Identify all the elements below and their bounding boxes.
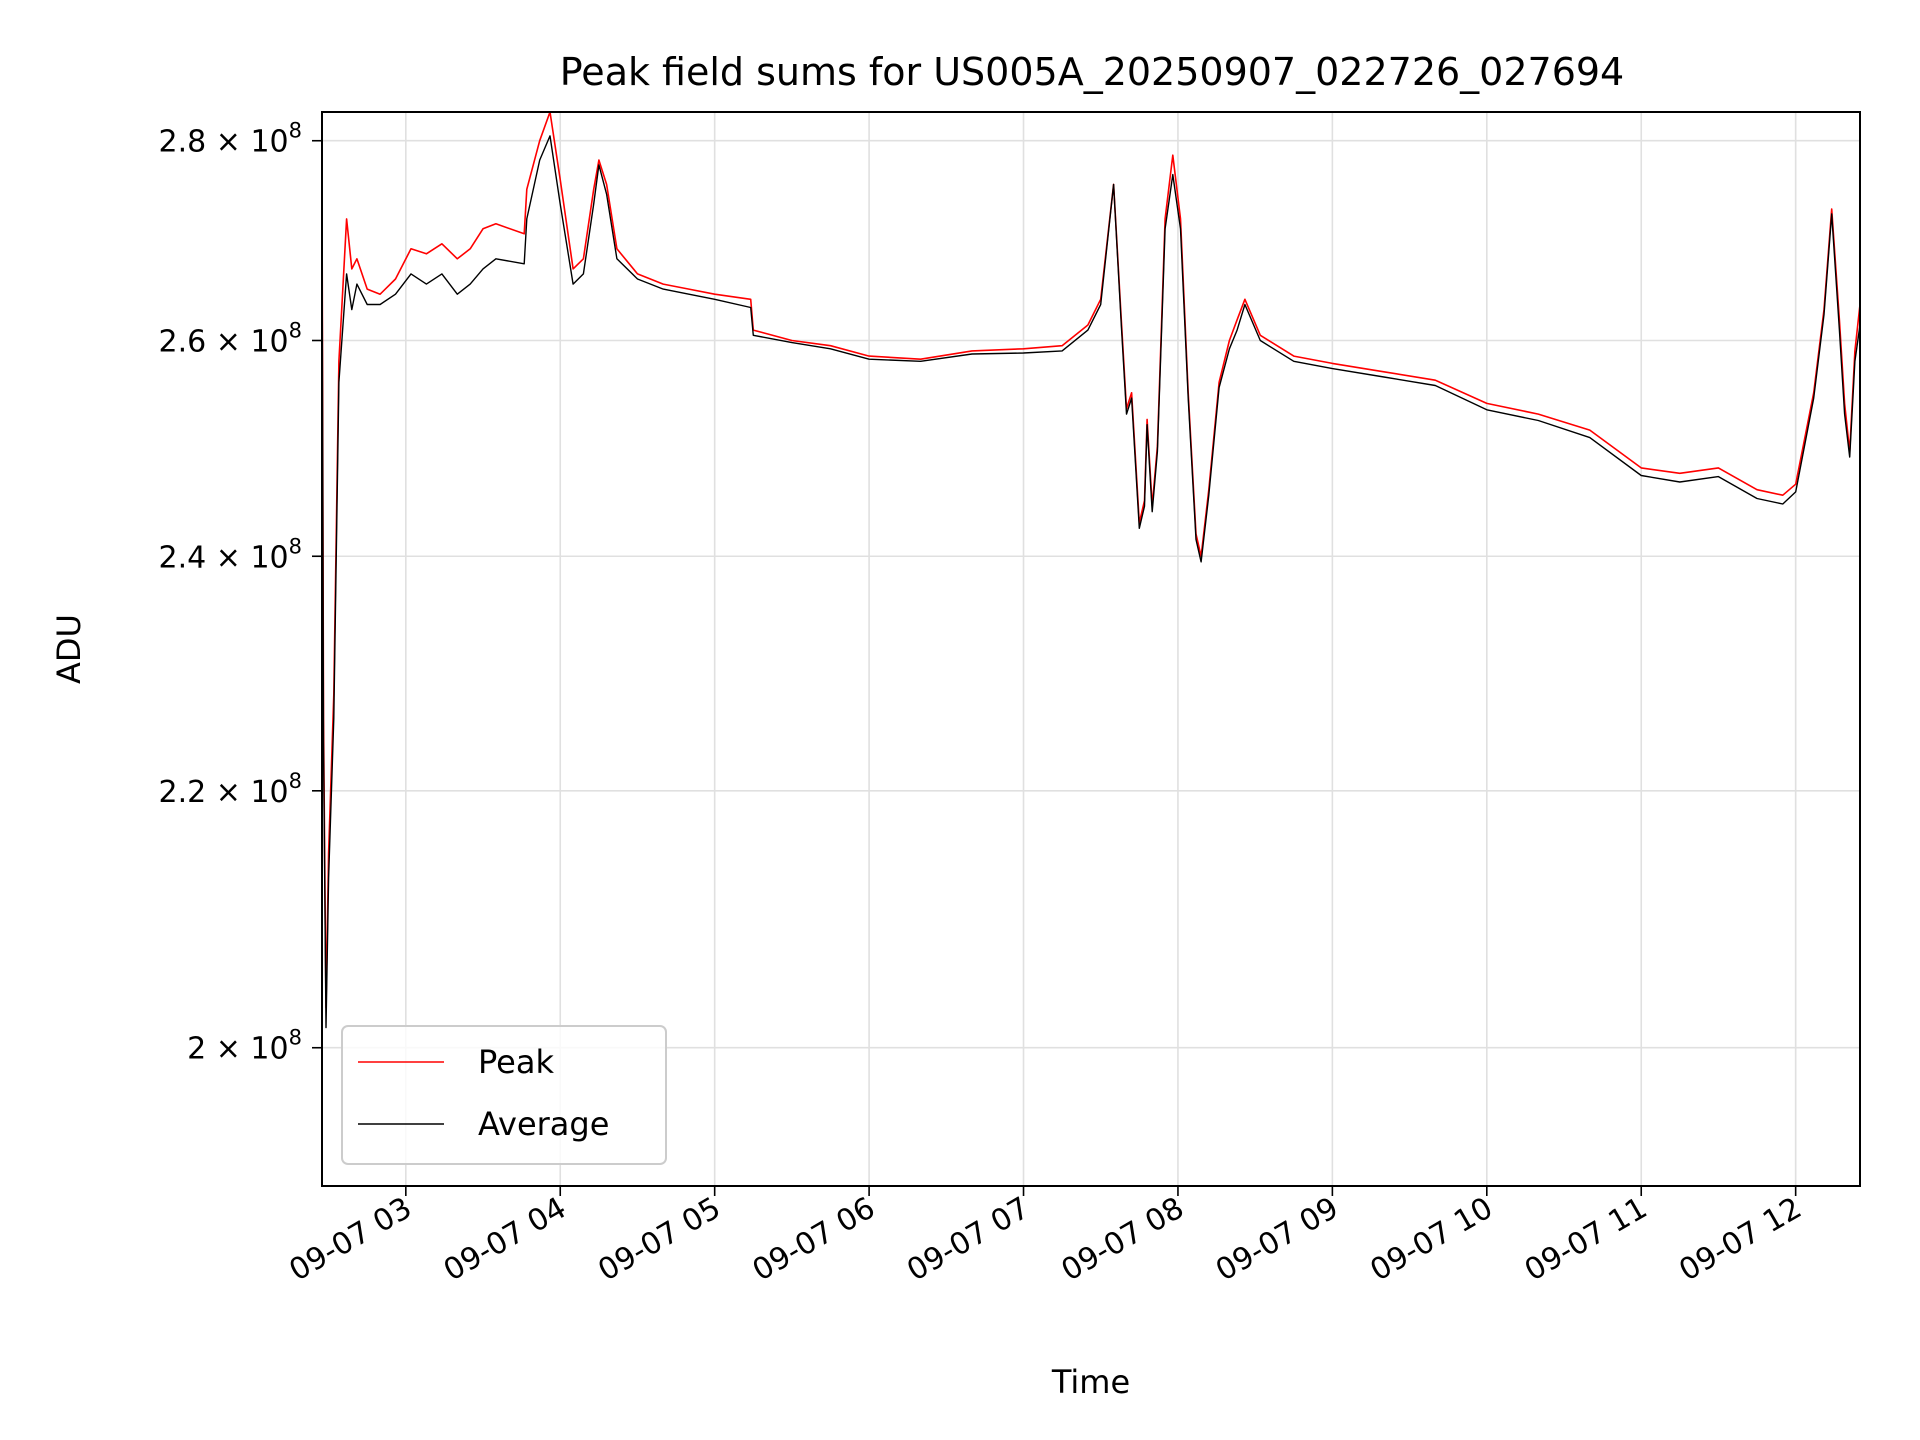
series-lines bbox=[321, 111, 1861, 1029]
legend-label-peak: Peak bbox=[478, 1043, 554, 1081]
y-tick-label: 2.6 × 108 bbox=[159, 318, 302, 359]
chart-title: Peak field sums for US005A_20250907_0227… bbox=[560, 50, 1624, 94]
y-axis-title: ADU bbox=[50, 614, 88, 684]
legend-box bbox=[341, 1025, 667, 1165]
y-tick-label: 2.2 × 108 bbox=[159, 769, 302, 810]
x-axis-title: Time bbox=[1051, 1363, 1130, 1401]
y-axis: 2 × 108 2.2 × 108 2.4 × 108 2.6 × 108 2.8 × … bbox=[159, 119, 322, 1067]
y-tick-label: 2.8 × 108 bbox=[159, 119, 302, 160]
legend-label-average: Average bbox=[478, 1105, 609, 1143]
series-line-peak bbox=[321, 111, 1861, 1009]
plot-frame bbox=[321, 111, 1861, 1187]
y-tick-label: 2 × 108 bbox=[187, 1026, 302, 1067]
series-line-average bbox=[321, 135, 1861, 1029]
legend: Peak Average bbox=[341, 1025, 667, 1165]
grid bbox=[322, 112, 1860, 1186]
y-tick-label: 2.4 × 108 bbox=[159, 534, 302, 575]
